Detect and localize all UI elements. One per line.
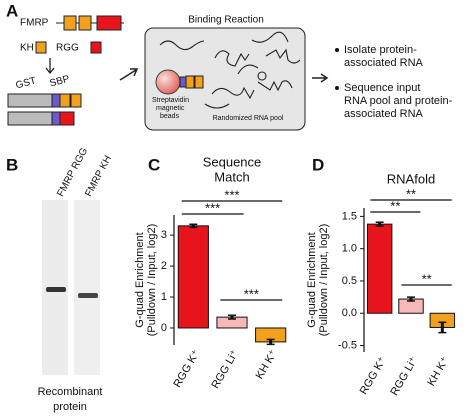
y-tick-label: 1.5 bbox=[342, 210, 357, 222]
beads-label: magnetic bbox=[156, 105, 185, 112]
rgg-domain bbox=[90, 41, 102, 54]
bullet-text: Isolate protein- bbox=[344, 44, 417, 56]
y-axis-label: (Pulldown / Input, log2) bbox=[318, 224, 330, 337]
sbp-tag bbox=[51, 93, 61, 108]
rgg-domain bbox=[59, 111, 75, 126]
bar bbox=[177, 225, 209, 329]
beads-label: beads bbox=[160, 113, 180, 120]
kh-domain bbox=[35, 41, 47, 54]
x-tick-label: KH K⁺ bbox=[254, 348, 280, 381]
beads-label: Streptavidin bbox=[152, 97, 189, 104]
x-tick-label: KH K⁺ bbox=[425, 355, 451, 388]
chart-title: Match bbox=[214, 169, 249, 184]
sbp-tag bbox=[179, 76, 187, 88]
bullet-text: associated RNA bbox=[344, 108, 424, 120]
x-tick-label: RGG K⁺ bbox=[358, 355, 389, 397]
kh-domain bbox=[194, 75, 204, 89]
bullet-text: RNA pool and protein- bbox=[344, 95, 453, 107]
panel-label: B bbox=[6, 155, 18, 174]
pool-label: Randomized RNA pool bbox=[213, 115, 284, 122]
bullet bbox=[335, 86, 339, 90]
arrow bbox=[45, 58, 55, 75]
chart-title: RNAfold bbox=[387, 171, 435, 186]
panel-label: A bbox=[6, 1, 18, 20]
y-tick-label: 3 bbox=[161, 229, 167, 241]
panel-label: D bbox=[312, 155, 324, 174]
y-tick-label: 1.0 bbox=[342, 243, 357, 255]
panel-label: C bbox=[148, 155, 160, 174]
fmrp-label: FMRP bbox=[20, 18, 49, 29]
significance-label: *** bbox=[224, 187, 239, 202]
kh-domain bbox=[185, 75, 195, 89]
kh-domain bbox=[63, 15, 77, 31]
kh-domain bbox=[59, 93, 71, 108]
y-tick-label: 0 bbox=[161, 322, 167, 334]
significance-label: ** bbox=[390, 198, 400, 213]
y-axis-label: G-quad Enrichment bbox=[134, 232, 146, 327]
chart-title: Sequence bbox=[203, 154, 262, 169]
significance-label: ** bbox=[422, 271, 432, 286]
rgg-label: RGG bbox=[56, 43, 79, 54]
significance-label: *** bbox=[205, 200, 220, 215]
y-axis-label: (Pulldown / Input, log2) bbox=[146, 224, 158, 337]
bullet bbox=[335, 48, 339, 52]
arrow bbox=[119, 68, 139, 81]
x-tick-label: RGG Li⁺ bbox=[209, 348, 241, 391]
gel-lane bbox=[74, 200, 100, 375]
kh-label: KH bbox=[20, 43, 34, 54]
y-tick-label: 0.5 bbox=[342, 275, 357, 287]
y-tick-label: 2 bbox=[161, 260, 167, 272]
arrow bbox=[312, 73, 329, 83]
bullet-text: Sequence input bbox=[344, 82, 420, 94]
sbp-label: SBP bbox=[49, 74, 71, 90]
bullet-text: associated RNA bbox=[344, 57, 424, 69]
significance-label: ** bbox=[406, 186, 416, 201]
significance-label: *** bbox=[244, 286, 259, 301]
gel-caption: Recombinant bbox=[38, 386, 103, 398]
rna-pool bbox=[159, 31, 301, 109]
kh-domain bbox=[78, 15, 92, 31]
bead bbox=[155, 69, 181, 95]
gel-caption: protein bbox=[53, 401, 87, 413]
y-tick-label: -0.5 bbox=[338, 339, 357, 351]
gst-tag bbox=[7, 93, 53, 108]
sbp-tag bbox=[51, 111, 61, 126]
bar bbox=[366, 223, 393, 314]
x-tick-label: RGG K⁺ bbox=[171, 348, 202, 390]
binding-title: Binding Reaction bbox=[188, 15, 264, 26]
y-tick-label: 0.0 bbox=[342, 307, 357, 319]
gst-tag bbox=[7, 111, 53, 126]
gel-band bbox=[46, 287, 66, 292]
x-tick-label: RGG Li⁺ bbox=[388, 355, 420, 398]
rgg-domain bbox=[96, 15, 122, 31]
gst-label: GST bbox=[15, 76, 38, 92]
reaction-box bbox=[144, 27, 306, 131]
y-axis-label: G-quad Enrichment bbox=[306, 232, 318, 327]
lane-label: FMRP KH bbox=[83, 154, 114, 199]
gel-band bbox=[78, 293, 98, 298]
y-tick-label: 1 bbox=[161, 291, 167, 303]
kh-domain bbox=[70, 93, 82, 108]
